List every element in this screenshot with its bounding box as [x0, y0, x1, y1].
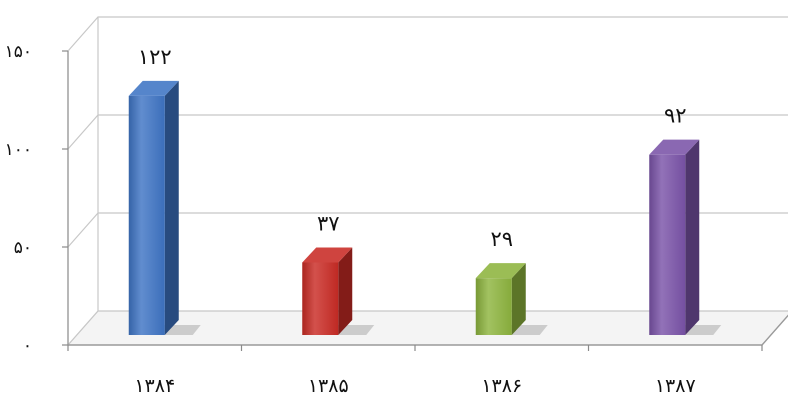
y-tick-label: ۰	[23, 336, 32, 356]
bar-side	[338, 247, 353, 335]
bar-top	[128, 80, 179, 96]
bar-front	[128, 95, 165, 335]
axes	[62, 50, 788, 351]
bar-۱۳۸۶	[475, 263, 548, 335]
data-label: ۲۹	[490, 227, 513, 251]
data-label: ۳۷	[317, 211, 340, 235]
data-label: ۱۲۲	[138, 45, 172, 69]
bar-side	[511, 263, 526, 335]
labels: ۰ ۵۰ ۱۰۰ ۱۵۰ ۱۲۲ ۱۳۸۴ ۳۷ ۱۳۸۵ ۲۹ ۱۳۸۶ ۹۲ ۱۳۸۷	[5, 42, 696, 397]
gridlines	[67, 16, 788, 346]
y-tick-label: ۱۰۰	[5, 140, 32, 160]
bar-۱۳۸۵	[302, 247, 375, 335]
y-tick-label: ۵۰	[14, 238, 32, 258]
x-tick-label: ۱۳۸۶	[481, 375, 522, 397]
data-label: ۹۲	[664, 104, 687, 128]
y-tick-label: ۱۵۰	[5, 42, 32, 62]
x-tick-label: ۱۳۸۴	[134, 375, 175, 397]
bar-side	[164, 80, 179, 335]
x-tick-label: ۱۳۸۷	[655, 375, 696, 397]
bar-top	[302, 247, 353, 263]
bar-top	[475, 263, 526, 279]
gridline	[67, 16, 788, 52]
bar-۱۳۸۴	[128, 80, 201, 335]
bar-front	[302, 262, 339, 335]
bars	[128, 80, 722, 335]
bar-side	[685, 139, 700, 335]
x-tick-label: ۱۳۸۵	[308, 375, 349, 397]
bar-front	[475, 278, 512, 335]
bar-۱۳۸۷	[649, 139, 722, 335]
bar-front	[649, 154, 686, 335]
bar-top	[649, 139, 700, 155]
